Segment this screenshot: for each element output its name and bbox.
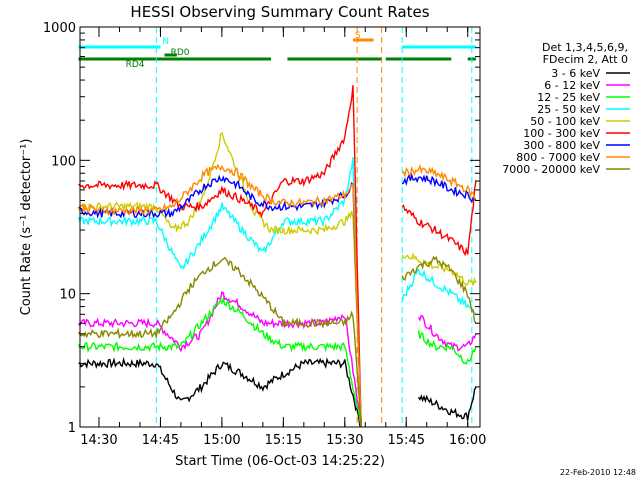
x-tick-label: 15:15 (265, 433, 302, 448)
series-line-3 (401, 268, 477, 315)
series-line-0 (78, 356, 362, 428)
series-line-1 (417, 314, 477, 352)
series-line-2 (77, 296, 362, 428)
series-line-8 (401, 255, 477, 324)
legend-entry-label: 3 - 6 keV (551, 67, 600, 80)
legend-entry-label: 12 - 25 keV (537, 91, 600, 104)
flag-label-n: N (162, 37, 169, 47)
x-tick-label: 15:30 (326, 433, 363, 448)
flag-label-rd4: RD4 (126, 60, 145, 70)
series-line-0 (417, 386, 477, 421)
x-axis-label: Start Time (06-Oct-03 14:25:22) (175, 454, 385, 469)
legend-entry-label: 300 - 800 keV (523, 139, 600, 152)
legend-entry-label: 800 - 7000 keV (516, 151, 600, 164)
legend-entry-label: 7000 - 20000 keV (502, 163, 600, 176)
legend: Det 1,3,4,5,6,9,FDecim 2, Att 03 - 6 keV… (502, 41, 630, 176)
date-stamp: 22-Feb-2010 12:48 (560, 468, 636, 477)
y-tick-label: 100 (51, 154, 76, 169)
series-line-3 (77, 157, 362, 428)
plot-frame (79, 26, 481, 428)
series-line-1 (77, 291, 362, 428)
x-tick-label: 15:45 (388, 433, 425, 448)
legend-header: FDecim 2, Att 0 (543, 53, 628, 66)
flag-label-s: S (355, 31, 361, 41)
series-line-4 (401, 251, 477, 287)
series-line-6 (401, 172, 477, 204)
series-line-7 (78, 163, 362, 428)
series-line-2 (417, 330, 477, 365)
series-line-7 (401, 163, 477, 200)
y-tick-label: 1000 (43, 21, 76, 36)
legend-entry-label: 50 - 100 keV (530, 115, 600, 128)
x-tick-label: 14:45 (142, 433, 179, 448)
series-line-8 (77, 256, 362, 428)
series-line-5 (78, 85, 362, 428)
series-line-5 (401, 180, 477, 257)
series-line-4 (78, 131, 362, 428)
legend-entry-label: 25 - 50 keV (537, 103, 600, 116)
y-axis-label: Count Rate (s⁻¹ detector⁻¹) (19, 139, 34, 316)
y-tick-label: 1 (68, 421, 76, 436)
x-tick-label: 16:00 (449, 433, 486, 448)
chart-title: HESSI Observing Summary Count Rates (130, 3, 429, 21)
flag-label-rd0: RD0 (171, 48, 190, 58)
x-tick-label: 14:30 (80, 433, 117, 448)
series-lines (77, 85, 477, 428)
legend-header: Det 1,3,4,5,6,9, (542, 41, 628, 54)
y-tick-label: 10 (59, 288, 76, 303)
axes: 1 10 100 1000 14:30 14:45 15:00 15:15 15:30 15:45… (43, 21, 487, 448)
legend-entry-label: 6 - 12 keV (544, 79, 600, 92)
event-marker-lines (155, 27, 473, 427)
legend-entry-label: 100 - 300 keV (523, 127, 600, 140)
x-tick-label: 15:00 (203, 433, 240, 448)
